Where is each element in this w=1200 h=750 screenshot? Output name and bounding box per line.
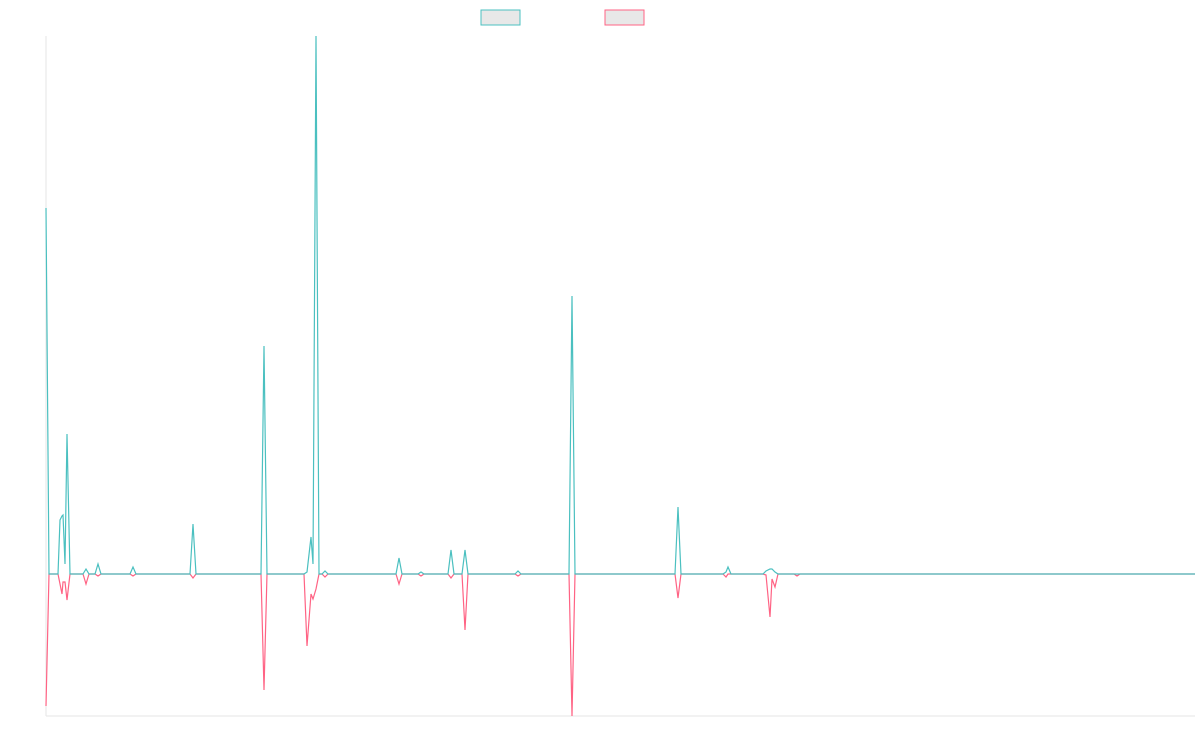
legend-swatch bbox=[604, 9, 645, 26]
series-line bbox=[45, 35, 1195, 575]
legend bbox=[480, 9, 645, 26]
plot-area bbox=[45, 35, 1195, 717]
series-line bbox=[45, 573, 1195, 717]
legend-swatch bbox=[480, 9, 521, 26]
